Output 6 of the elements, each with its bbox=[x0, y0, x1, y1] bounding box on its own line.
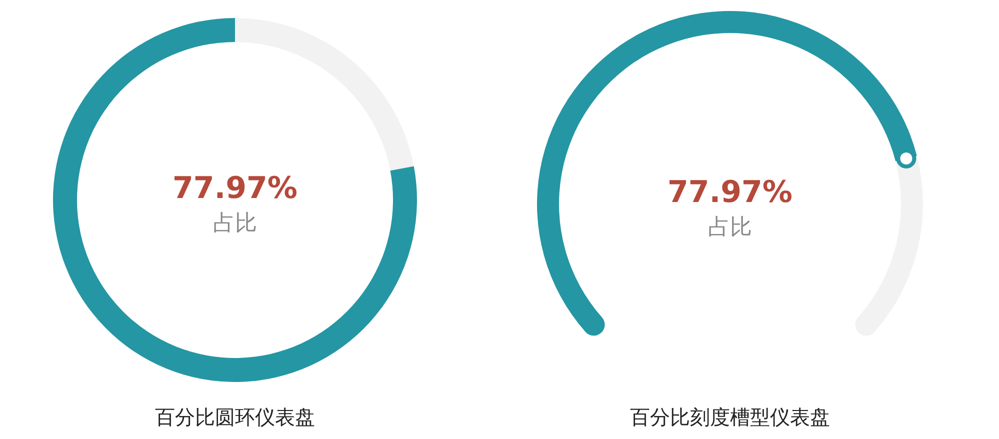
data-label: 77.97% bbox=[668, 175, 792, 210]
data-label: 77.97% bbox=[172, 171, 298, 206]
text: 百分比刻度槽型仪表盘 bbox=[630, 405, 830, 429]
text: 百分比圆环仪表盘 bbox=[155, 405, 315, 429]
slice-label: 占比 bbox=[708, 215, 752, 240]
slice-label: 占比 bbox=[213, 211, 257, 236]
